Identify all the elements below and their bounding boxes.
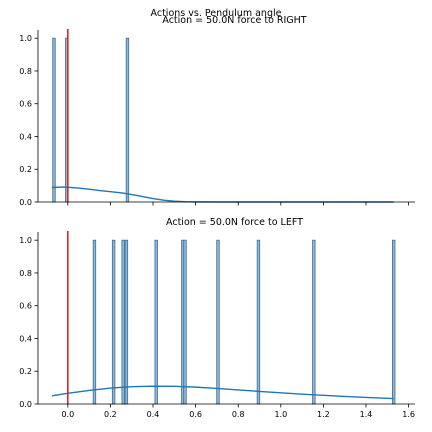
histogram-bar [154,239,158,405]
bottom-panel: Action = 50.0N force to LEFT 0.0 0.2 0.4 0.6… [19,217,415,419]
y-tick-label: 0.6 [19,302,32,311]
x-tick-label: 0.2 [104,410,117,419]
y-tick-label: 0.0 [19,198,32,207]
histogram-bar [52,37,56,203]
x-tick-label: 0.8 [232,410,245,419]
histogram-bar [124,239,129,405]
y-tick-label: 0.8 [19,67,32,76]
histogram-bar [312,239,316,405]
y-tick-label: 0.2 [19,165,32,174]
top-panel: Action = 50.0N force to RIGHT 0.0 0.2 0.4 0.… [19,15,415,207]
histogram-bar [111,239,116,405]
y-tick-label: 0.6 [19,100,32,109]
histogram-bar [92,239,97,405]
y-tick-label: 0.4 [19,132,32,141]
x-tick-label: 0.4 [147,410,160,419]
y-tick-label: 1.0 [19,34,32,43]
x-tick-label: 1.4 [360,410,373,419]
histogram-bar [256,239,261,405]
x-tick-label: 1.6 [402,410,415,419]
histogram-bar [216,239,220,405]
y-tick-label: 0.0 [19,400,32,409]
kde-curve [51,385,394,400]
histogram-bar [183,239,187,405]
histogram-bar [121,239,125,405]
y-tick-label: 0.4 [19,334,32,343]
x-tick-label: 0.6 [189,410,202,419]
panel-title: Action = 50.0N force to RIGHT [162,15,306,26]
y-tick-label: 1.0 [19,236,32,245]
x-tick-label: 0.0 [61,410,74,419]
histogram-bar [392,239,396,405]
histogram-bar [125,37,130,203]
kde-curve [51,186,394,203]
y-tick-label: 0.8 [19,269,32,278]
y-tick-label: 0.2 [19,367,32,376]
figure-suptitle: Actions vs. Pendulum angle [151,8,282,19]
x-tick-label: 1.2 [317,410,330,419]
panel-title: Action = 50.0N force to LEFT [166,217,303,228]
x-tick-label: 1.0 [274,410,287,419]
